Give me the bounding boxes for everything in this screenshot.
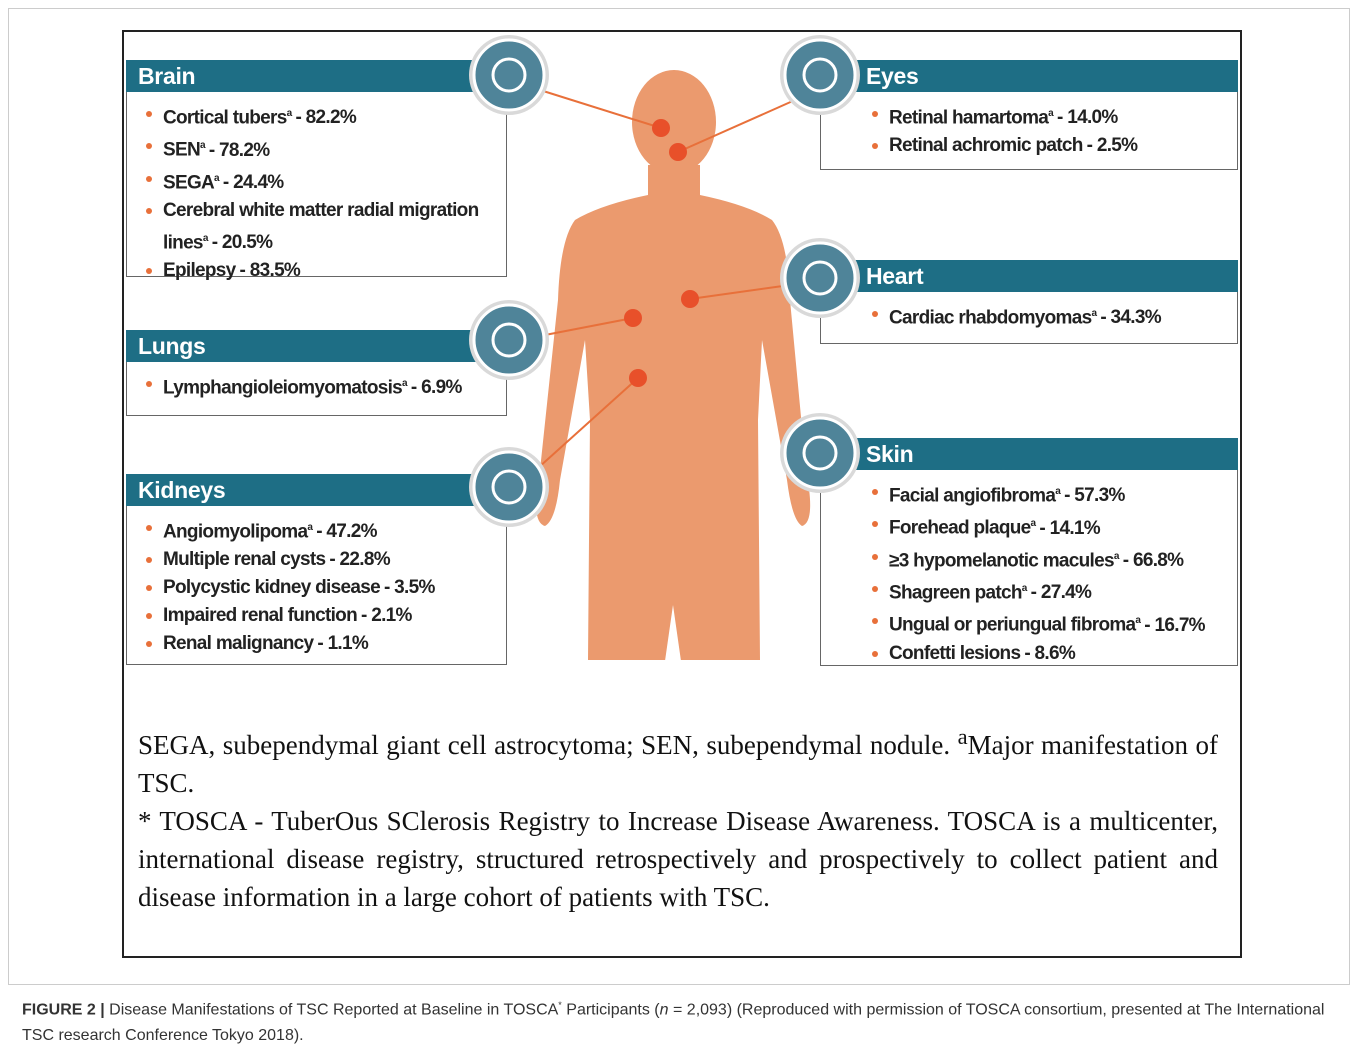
abbrev-text: SEGA, subependymal giant cell astrocytom… [138,730,950,760]
superscript: a [958,724,968,749]
body-diagram [0,0,1358,700]
caption-n: n [660,1001,669,1018]
page: BrainCortical tubersa- 82.2%SENa- 78.2%S… [0,0,1358,1047]
caption-text: Participants ( [566,1001,659,1018]
icon [474,305,544,375]
tosca-note: * TOSCA - TuberOus SClerosis Registry to… [138,802,1218,916]
icon [785,243,855,313]
superscript: * [558,1000,562,1010]
footnote-abbrev: SEGA, subependymal giant cell astrocytom… [138,718,1218,802]
caption-label: FIGURE 2 | [22,1001,105,1018]
caption: FIGURE 2 | Disease Manifestations of TSC… [22,992,1340,1049]
caption-text: Disease Manifestations of TSC Reported a… [109,1001,558,1018]
footnote: SEGA, subependymal giant cell astrocytom… [138,718,1218,916]
icon [785,418,855,488]
icon [785,40,855,110]
icon [474,452,544,522]
icon [474,40,544,110]
